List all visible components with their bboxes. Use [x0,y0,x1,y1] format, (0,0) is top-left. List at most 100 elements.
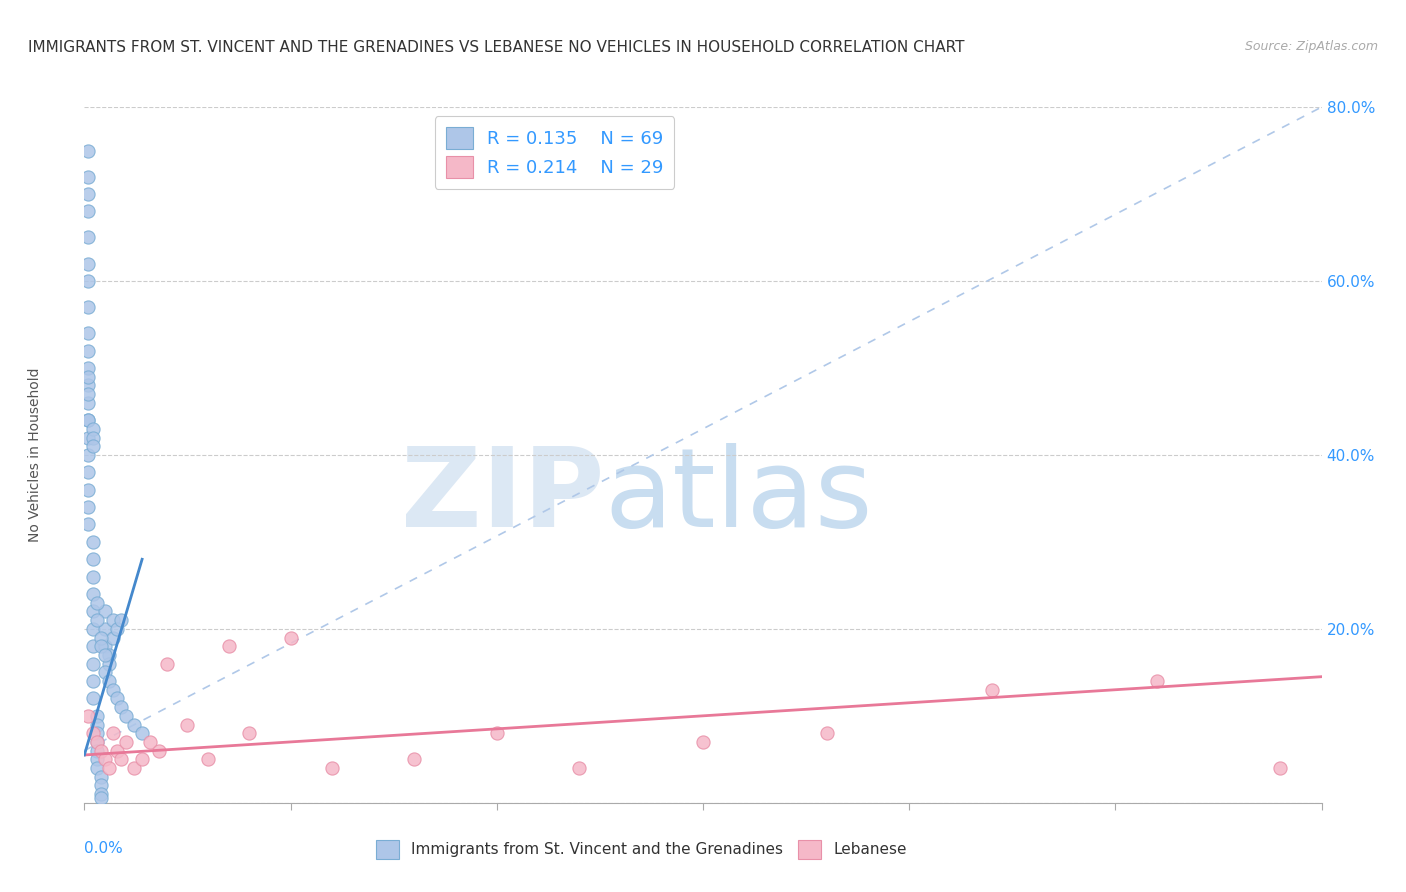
Point [110,700,132,714]
Point [77,343,100,358]
Point [98,657,121,671]
Point [82,605,104,619]
Point [82,534,104,549]
Point [485,726,508,740]
Point [90,787,112,801]
Point [94,639,117,653]
Point [82,726,104,740]
Point [86,596,108,610]
Point [77,378,100,392]
Text: 0.0%: 0.0% [84,841,124,856]
Point [110,613,132,627]
Point [980,682,1002,697]
Point [77,466,100,480]
Point [90,744,112,758]
Point [86,708,108,723]
Point [131,726,153,740]
Point [77,274,100,288]
Point [90,639,112,653]
Point [77,360,100,375]
Point [77,144,100,158]
Point [139,735,162,749]
Point [77,169,100,184]
Text: ZIP: ZIP [401,443,605,550]
Point [404,752,426,766]
Point [86,717,108,731]
Point [280,631,302,645]
Point [82,422,104,436]
Point [131,752,153,766]
Text: No Vehicles in Household: No Vehicles in Household [28,368,42,542]
Point [82,570,104,584]
Point [90,631,112,645]
Point [122,761,145,775]
Point [114,708,136,723]
Point [77,326,100,340]
Point [90,791,112,805]
Point [77,413,100,427]
Point [1270,761,1292,775]
Point [77,300,100,314]
Point [1146,674,1168,689]
Point [77,395,100,409]
Point [86,744,108,758]
Point [82,674,104,689]
Point [103,631,125,645]
Point [82,587,104,601]
Point [105,622,128,636]
Point [94,648,117,662]
Point [692,735,714,749]
Point [86,735,108,749]
Point [86,735,108,749]
Point [77,483,100,497]
Point [82,439,104,453]
Point [77,204,100,219]
Point [103,726,125,740]
Point [77,387,100,401]
Point [122,717,145,731]
Text: IMMIGRANTS FROM ST. VINCENT AND THE GRENADINES VS LEBANESE NO VEHICLES IN HOUSEH: IMMIGRANTS FROM ST. VINCENT AND THE GREN… [28,40,965,55]
Point [82,691,104,706]
Legend: Immigrants from St. Vincent and the Grenadines, Lebanese: Immigrants from St. Vincent and the Gren… [370,834,912,864]
Text: atlas: atlas [605,443,873,550]
Point [114,735,136,749]
Point [77,708,100,723]
Point [86,726,108,740]
Point [98,648,121,662]
Point [103,613,125,627]
Point [77,187,100,202]
Point [94,622,117,636]
Point [103,682,125,697]
Point [94,752,117,766]
Point [77,430,100,444]
Point [98,674,121,689]
Point [77,257,100,271]
Point [218,639,240,653]
Point [77,230,100,244]
Point [321,761,343,775]
Point [90,770,112,784]
Point [86,752,108,766]
Point [77,448,100,462]
Point [156,657,179,671]
Point [77,369,100,384]
Point [105,691,128,706]
Point [98,761,121,775]
Point [568,761,591,775]
Point [238,726,260,740]
Point [77,500,100,514]
Point [90,778,112,793]
Point [148,744,170,758]
Point [77,413,100,427]
Point [815,726,838,740]
Text: Source: ZipAtlas.com: Source: ZipAtlas.com [1244,40,1378,54]
Point [82,552,104,566]
Point [176,717,198,731]
Point [77,517,100,532]
Point [105,744,128,758]
Point [110,752,132,766]
Point [82,639,104,653]
Point [82,657,104,671]
Point [94,665,117,680]
Point [86,613,108,627]
